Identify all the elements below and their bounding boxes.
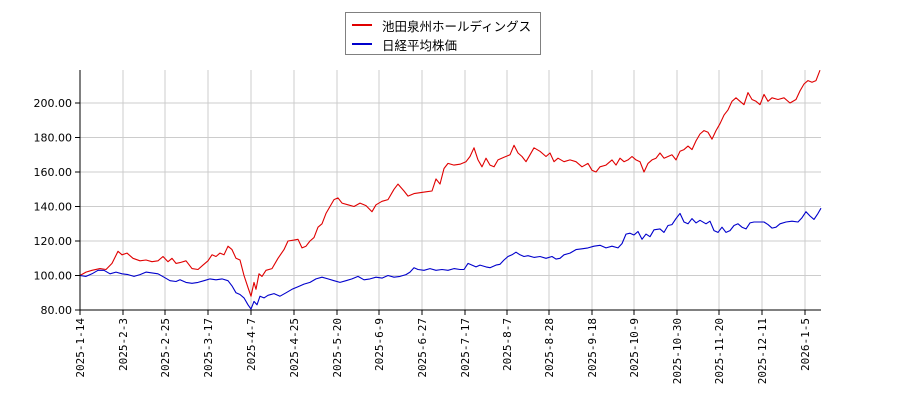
legend-swatch-blue (352, 43, 372, 45)
x-tick-label: 2025-2-3 (117, 318, 130, 371)
y-axis-ticks: 80.00 100.00 120.00 140.00 160.00 180.00 200.0… (34, 97, 80, 317)
legend-swatch-red (352, 24, 372, 26)
legend-label: 日経平均株価 (382, 37, 458, 53)
x-tick-label: 2025-6-9 (373, 318, 386, 371)
y-tick-label: 180.00 (34, 132, 73, 145)
x-tick-label: 2025-4-25 (288, 318, 301, 378)
legend-label: 池田泉州ホールディングス (382, 18, 532, 34)
y-tick-label: 100.00 (34, 270, 73, 283)
legend-item-nikkei: 日経平均株価 (352, 35, 457, 53)
y-tick-label: 200.00 (34, 97, 73, 110)
x-tick-label: 2025-10-9 (628, 318, 641, 378)
x-tick-label: 2025-1-14 (74, 318, 87, 378)
x-tick-label: 2026-1-5 (799, 318, 812, 371)
x-tick-label: 2025-6-27 (416, 318, 429, 378)
y-tick-label: 140.00 (34, 201, 73, 214)
x-axis-ticks: 2025-1-14 2025-2-3 2025-2-25 2025-3-17 2025-… (74, 310, 812, 384)
series-line-ikeda-senshu (79, 70, 821, 297)
x-tick-label: 2025-4-7 (245, 318, 258, 371)
data-series (79, 70, 822, 310)
x-tick-label: 2025-9-18 (586, 318, 599, 378)
x-tick-label: 2025-7-17 (459, 318, 472, 378)
x-tick-label: 2025-11-20 (713, 318, 726, 384)
y-tick-label: 80.00 (41, 304, 73, 317)
x-tick-label: 2025-8-28 (543, 318, 556, 378)
grid-lines (80, 70, 821, 310)
axes (79, 70, 821, 311)
legend-item-ikeda-senshu: 池田泉州ホールディングス (352, 16, 531, 34)
y-tick-label: 120.00 (34, 235, 73, 248)
x-tick-label: 2025-12-11 (756, 318, 769, 384)
x-tick-label: 2025-10-30 (671, 318, 684, 384)
y-tick-label: 160.00 (34, 166, 73, 179)
x-tick-label: 2025-2-25 (159, 318, 172, 378)
x-tick-label: 2025-8-7 (501, 318, 514, 371)
series-line-nikkei (79, 207, 822, 310)
x-tick-label: 2025-5-20 (331, 318, 344, 378)
x-tick-label: 2025-3-17 (202, 318, 215, 378)
chart-legend: 池田泉州ホールディングス 日経平均株価 (345, 12, 541, 55)
